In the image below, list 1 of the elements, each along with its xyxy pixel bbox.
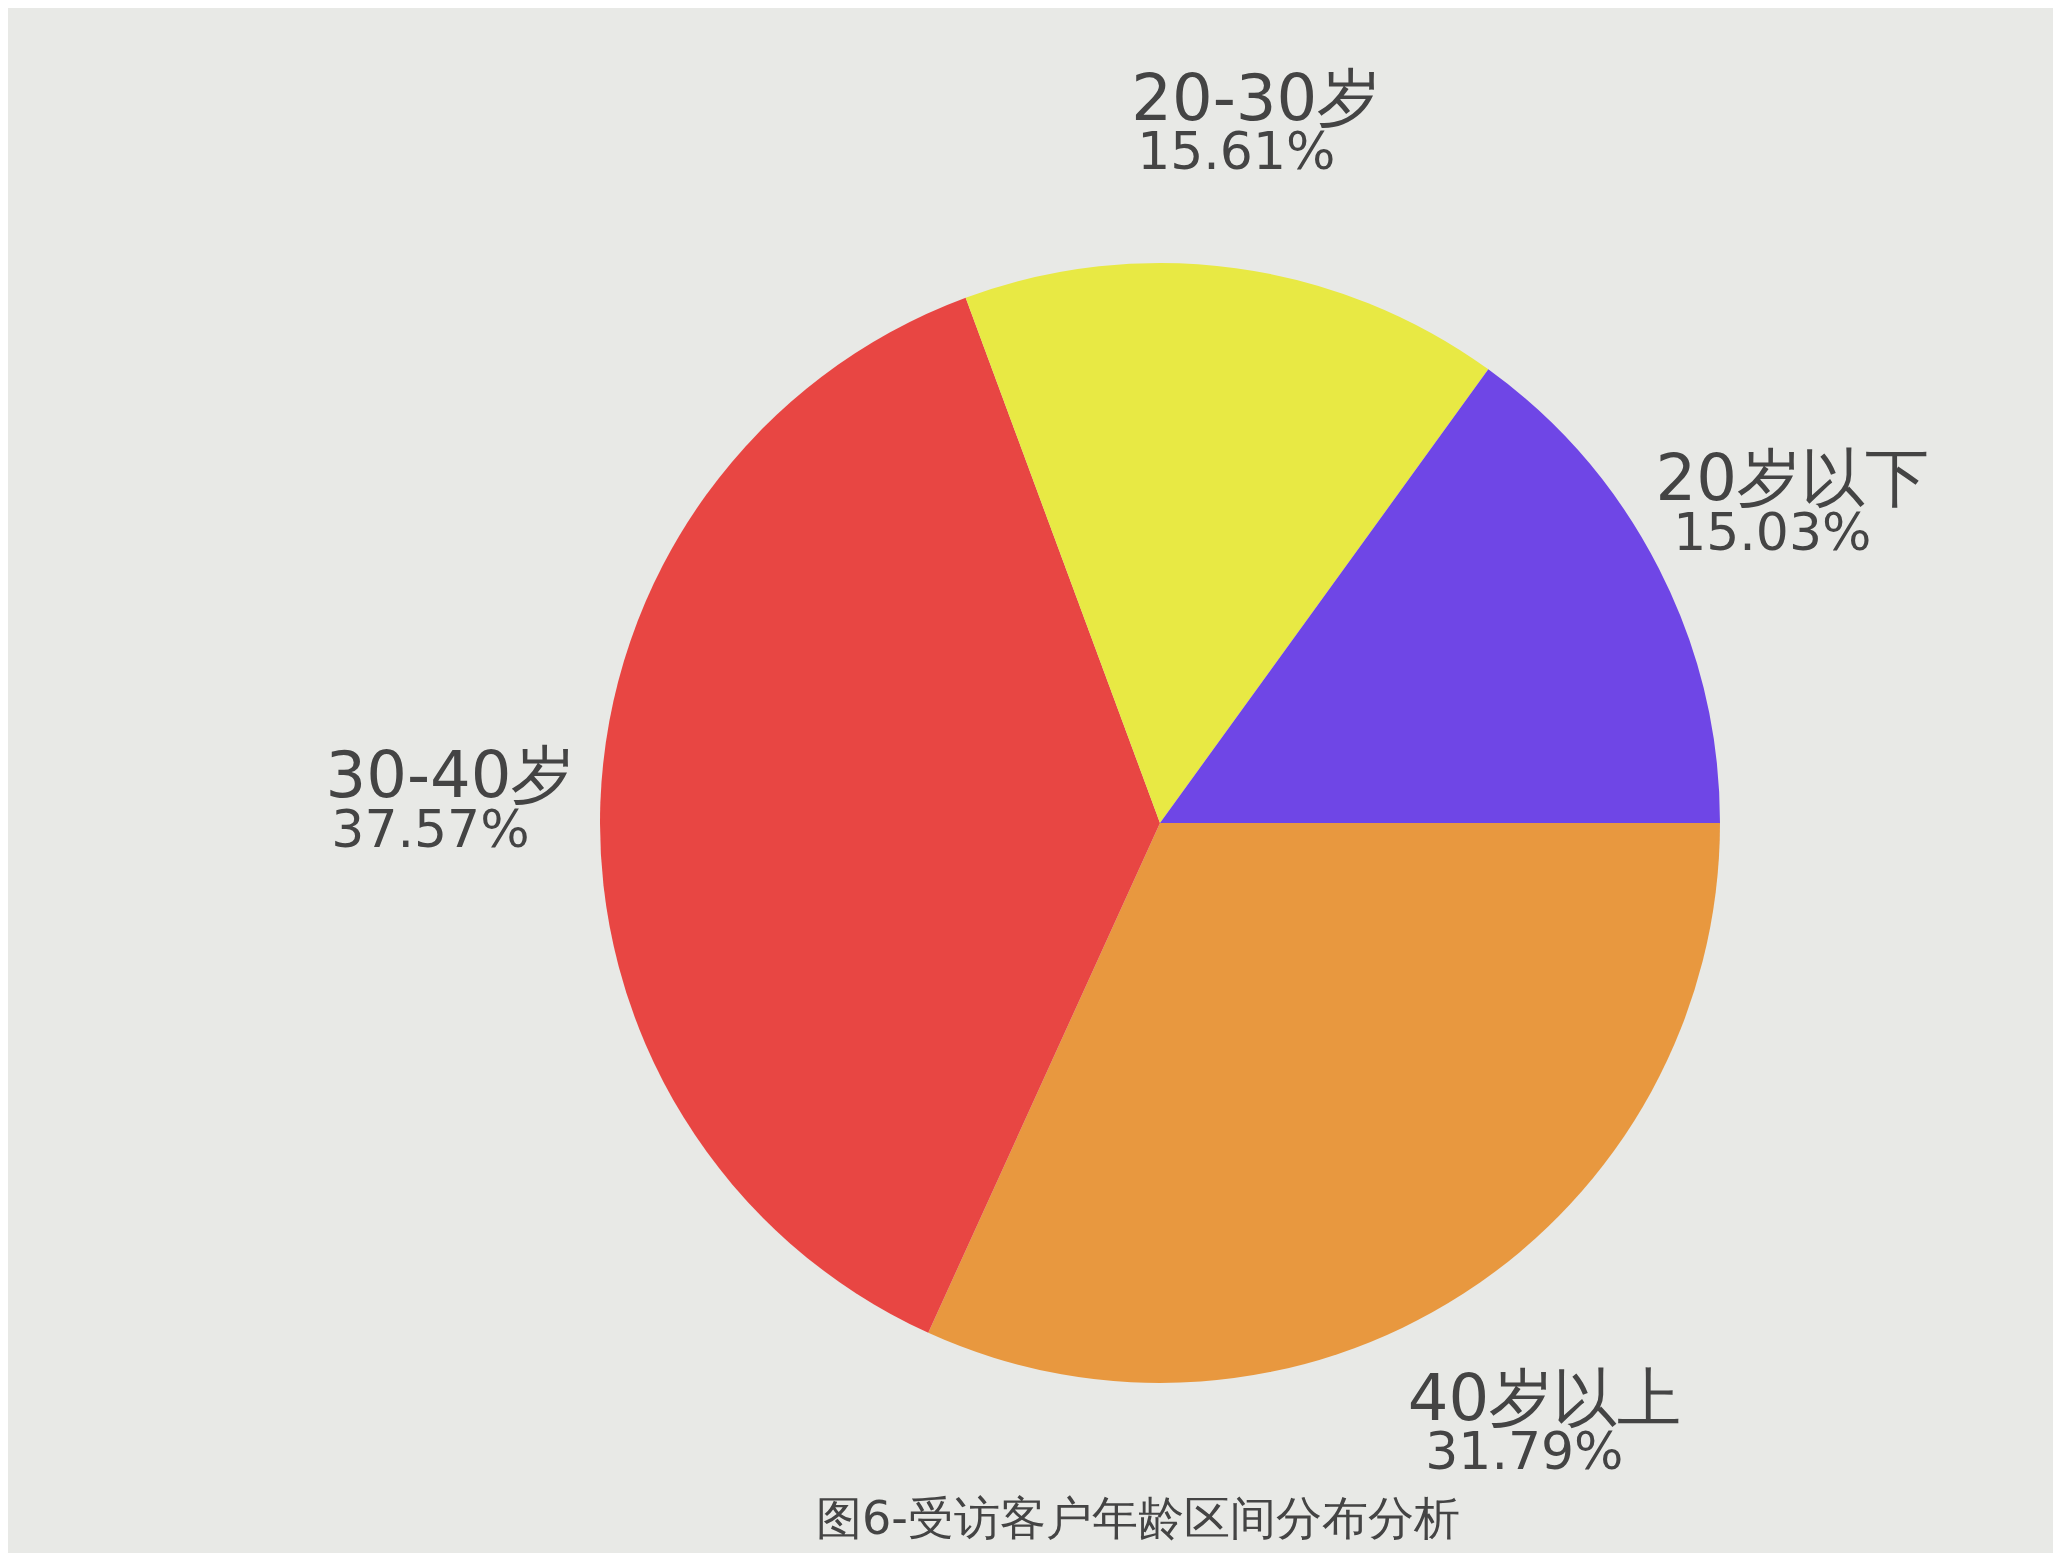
text: 图6-受访客户年龄区间分布分析 bbox=[816, 1490, 1460, 1545]
